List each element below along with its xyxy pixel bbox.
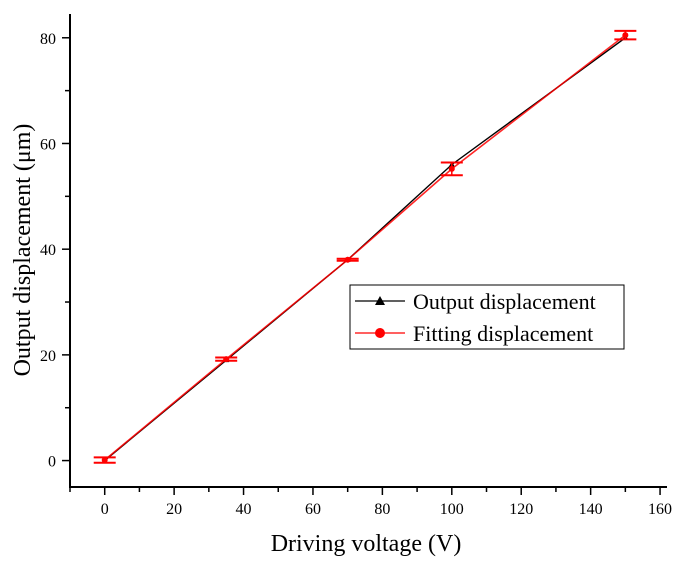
legend-box [349,284,625,350]
x-tick-label: 60 [305,501,321,518]
data-point-fitting [448,165,455,172]
x-tick-label: 80 [374,501,390,518]
data-point-fitting [344,256,351,263]
legend-marker-fitting [375,328,385,338]
data-point-fitting [101,457,108,464]
x-tick-label: 120 [509,501,533,518]
x-tick-label: 40 [236,501,252,518]
series-line-output [104,37,626,462]
legend: Output displacement Fitting displacement [349,284,625,350]
x-tick-label: 20 [166,501,182,518]
x-tick-label: 0 [101,501,109,518]
legend-label-fitting: Fitting displacement [413,321,593,346]
series-layer [93,29,637,464]
y-tick-label: 40 [40,242,56,259]
y-tick-label: 60 [40,136,56,153]
x-tick-label: 140 [579,501,603,518]
axes: 0 20 40 60 80 100 120 140 160 0 20 40 60 80 [40,14,672,518]
y-tick-label: 80 [40,31,56,48]
x-tick-label: 100 [440,501,464,518]
y-tick-label: 0 [48,454,56,471]
legend-label-output: Output displacement [413,289,596,314]
data-point-fitting [223,356,230,363]
x-tick-label: 160 [648,501,672,518]
x-axis-label: Driving voltage (V) [271,531,462,557]
y-tick-label: 20 [40,348,56,365]
y-axis-label: Output displacement (μm) [10,124,36,377]
legend-marker-output [375,296,385,305]
data-point-fitting [622,32,629,39]
